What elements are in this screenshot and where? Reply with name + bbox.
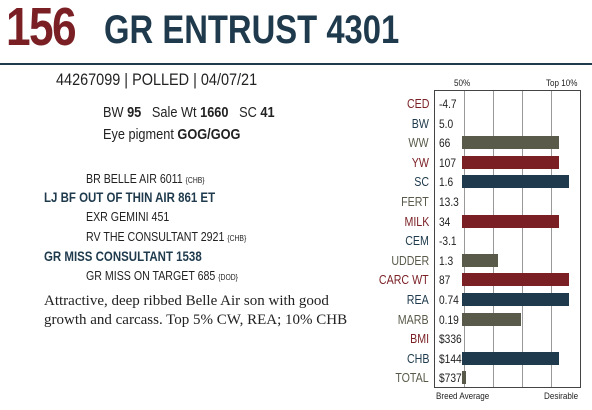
epd-label: CHB	[406, 350, 429, 366]
chart-footer-left: Breed Average	[436, 391, 490, 402]
pedigree-line: EXR GEMINI 451	[86, 210, 169, 224]
sale-weight-value: 1660	[200, 104, 229, 121]
pedigree-line: BR BELLE AIR 6011 {CHB}	[86, 172, 205, 186]
epd-row-milk: MILK 34	[390, 212, 590, 231]
epd-bar	[462, 214, 559, 228]
epd-chart: 50% Top 10% CED -4.7 BW 5.0 WW 66 YW 107 SC 1.6 FE…	[379, 78, 590, 408]
epd-value: $144	[439, 351, 462, 366]
pedigree-tag: {CHB}	[185, 176, 205, 185]
epd-row-sc: SC 1.6	[390, 172, 590, 191]
epd-row-cem: CEM -3.1	[390, 231, 590, 250]
epd-label: WW	[408, 135, 429, 151]
epd-bar	[462, 371, 466, 385]
gridline	[493, 91, 494, 387]
pedigree-line: LJ BF OUT OF THIN AIR 861 ET	[44, 190, 215, 205]
epd-row-marb: MARB 0.19	[390, 310, 590, 329]
chart-grid	[434, 90, 581, 388]
pedigree-line: GR MISS CONSULTANT 1538	[44, 249, 202, 264]
eye-pigment-line: Eye pigment GOG/GOG	[103, 126, 240, 143]
header-divider	[0, 63, 592, 65]
animal-name: GR ENTRUST 4301	[104, 8, 400, 52]
epd-value: 66	[439, 136, 451, 151]
epd-label: BW	[411, 115, 429, 131]
epd-bar	[462, 293, 569, 306]
epd-value: 13.3	[439, 195, 459, 209]
pedigree-tag: {DOD}	[218, 273, 238, 282]
epd-row-ced: CED -4.7	[390, 94, 590, 113]
epd-row-total: TOTAL $737	[390, 368, 590, 387]
epd-label: TOTAL	[395, 370, 429, 386]
epd-label: UDDER	[391, 252, 429, 268]
epd-bar	[462, 175, 569, 189]
description: Attractive, deep ribbed Belle Air son wi…	[44, 293, 348, 328]
epd-value: $737	[439, 371, 462, 386]
epd-label: CARC WT	[379, 272, 429, 288]
epd-label: CED	[406, 96, 429, 111]
epd-row-chb: CHB $144	[390, 349, 590, 368]
stats-line: BW 95 Sale Wt 1660 SC 41	[103, 104, 275, 121]
pedigree-tag: {CHB}	[227, 234, 247, 243]
sc-label: SC	[239, 104, 257, 121]
epd-row-rea: REA 0.74	[390, 290, 590, 309]
epd-value: -4.7	[439, 97, 457, 111]
epd-label: SC	[414, 174, 429, 190]
lot-number: 156	[6, 0, 77, 57]
registration-line: 44267099 | POLLED | 04/07/21	[56, 70, 258, 89]
epd-value: 5.0	[439, 116, 454, 131]
epd-value: 1.3	[439, 253, 454, 268]
epd-label: MARB	[398, 311, 429, 327]
epd-bar	[462, 351, 559, 365]
bw-label: BW	[103, 104, 124, 121]
gridline	[551, 91, 552, 387]
epd-row-carc-wt: CARC WT 87	[379, 270, 590, 289]
epd-label: BMI	[410, 331, 429, 347]
pedigree-line: RV THE CONSULTANT 2921 {CHB}	[86, 230, 246, 244]
epd-row-bmi: BMI $336	[390, 329, 590, 348]
epd-label: FERT	[401, 194, 429, 209]
epd-value: 0.74	[439, 293, 459, 307]
epd-row-yw: YW 107	[390, 153, 590, 172]
epd-label: REA	[407, 292, 429, 307]
epd-value: $336	[439, 332, 462, 347]
epd-row-ww: WW 66	[390, 133, 590, 152]
chart-header-left: 50%	[454, 78, 471, 89]
pedigree-name: LJ BF OUT OF THIN AIR 861 ET	[44, 190, 216, 205]
epd-row-bw: BW 5.0	[390, 114, 590, 133]
epd-label: MILK	[404, 213, 429, 229]
epd-bar	[462, 273, 569, 287]
epd-bar	[462, 253, 498, 267]
pedigree-name: GR MISS ON TARGET 685	[86, 269, 216, 283]
epd-bar	[462, 155, 559, 169]
pedigree-name: EXR GEMINI 451	[86, 210, 170, 224]
epd-value: 87	[439, 273, 451, 288]
epd-value: 0.19	[439, 312, 459, 327]
epd-label: YW	[411, 154, 429, 170]
eye-pigment-value: GOG/GOG	[177, 126, 241, 143]
pedigree-name: GR MISS CONSULTANT 1538	[44, 249, 202, 264]
epd-value: 34	[439, 214, 451, 229]
chart-header-right: Top 10%	[546, 78, 578, 89]
epd-row-udder: UDDER 1.3	[390, 251, 590, 270]
epd-bar	[462, 312, 521, 326]
epd-row-fert: FERT 13.3	[390, 192, 590, 211]
epd-label: CEM	[405, 233, 429, 249]
gridline	[464, 91, 465, 387]
gridline	[522, 91, 523, 387]
sc-value: 41	[260, 104, 275, 121]
pedigree-name: BR BELLE AIR 6011	[86, 172, 183, 186]
epd-value: 1.6	[439, 175, 454, 190]
sale-weight-label: Sale Wt	[151, 104, 197, 121]
epd-value: 107	[439, 155, 457, 170]
eye-pigment-label: Eye pigment	[103, 126, 174, 143]
pedigree-line: GR MISS ON TARGET 685 {DOD}	[86, 269, 238, 283]
epd-bar	[462, 136, 559, 150]
epd-value: -3.1	[439, 234, 457, 249]
chart-footer-right: Desirable	[544, 391, 579, 402]
bw-value: 95	[127, 104, 142, 121]
pedigree-name: RV THE CONSULTANT 2921	[86, 230, 225, 244]
